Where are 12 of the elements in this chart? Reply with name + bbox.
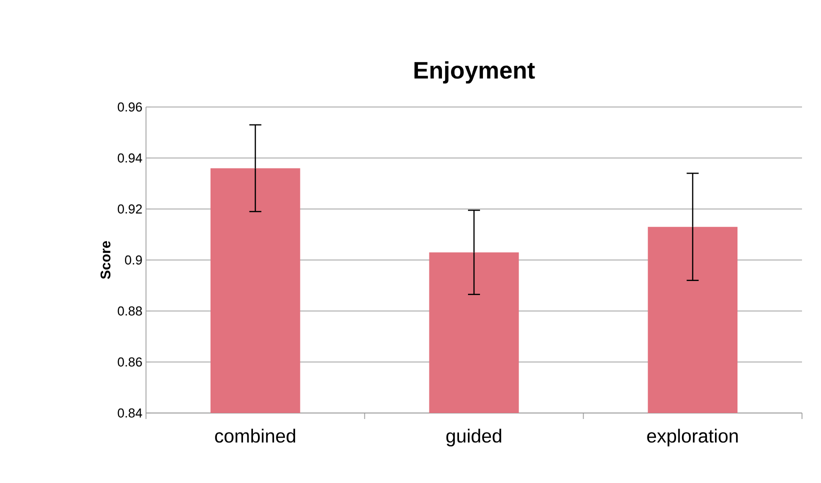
y-tick-label: 0.88 (118, 306, 142, 316)
x-tick-label: exploration (647, 428, 738, 446)
y-tick-label: 0.9 (124, 255, 142, 265)
y-tick-label: 0.94 (118, 153, 142, 163)
y-tick-label: 0.84 (118, 408, 142, 418)
y-tick-label: 0.92 (118, 204, 142, 214)
x-tick-label: combined (215, 428, 296, 443)
chart-title: Enjoyment (414, 61, 535, 84)
y-tick-label: 0.86 (118, 357, 142, 367)
y-axis-title: Score (100, 241, 110, 279)
y-tick-label: 0.96 (118, 102, 142, 112)
x-tick-label: guided (446, 428, 502, 446)
